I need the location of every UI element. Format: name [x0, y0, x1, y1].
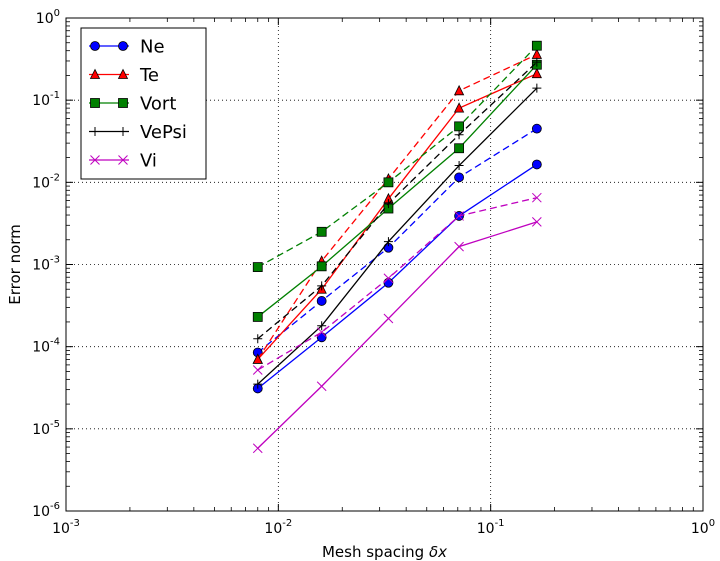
legend-marker-ne — [90, 41, 100, 51]
series-ne-dashed-point — [316, 296, 327, 306]
y-tick-label: 10-1 — [32, 90, 60, 109]
series-vepsi-solid-point — [532, 83, 542, 93]
series-vepsi-dashed-point — [532, 57, 542, 67]
series-vort-solid-point — [252, 312, 263, 322]
series-te-solid-point — [252, 353, 263, 364]
series-vort-dashed-point — [454, 121, 464, 132]
legend: Ne Te Vort VePsi Vi — [80, 27, 207, 180]
legend-marker-vort — [118, 98, 128, 108]
legend-entry-vi: Vi — [89, 151, 157, 172]
legend-marker-vi — [118, 155, 128, 165]
series-vi-dashed-point — [383, 273, 394, 284]
y-tick-label: 10-3 — [32, 255, 60, 274]
series-vepsi-solid-point — [317, 321, 327, 331]
legend-marker-te — [89, 68, 101, 79]
series-vepsi-solid-point — [253, 379, 263, 389]
series-vort-dashed-point — [531, 40, 542, 51]
x-tick-label: 100 — [691, 518, 715, 537]
x-axis-label-text: Mesh spacing — [322, 543, 429, 561]
x-axis-label: Mesh spacing δx — [322, 543, 447, 561]
legend-marker-vi — [90, 155, 100, 165]
series-vi-dashed-point — [454, 211, 464, 221]
y-axis-label: Error norm — [6, 224, 24, 305]
legend-marker-vepsi — [118, 127, 128, 136]
legend-label-ne: Ne — [140, 37, 165, 58]
legend-marker-te — [117, 68, 129, 79]
x-tick-label: 10-3 — [52, 518, 80, 537]
legend-entry-vepsi: VePsi — [89, 122, 187, 143]
ticks — [65, 17, 704, 512]
series-ne-dashed-point — [454, 172, 464, 183]
series-ne-solid-point — [531, 159, 542, 170]
series-vort-solid-point — [454, 143, 464, 154]
x-tick-label: 10-2 — [264, 518, 292, 537]
series-vepsi-dashed-point — [454, 130, 464, 140]
y-tick-label: 100 — [36, 8, 60, 27]
legend-marker-vort — [90, 98, 100, 108]
series-vort-dashed-point — [316, 226, 327, 237]
series-vort-dashed-point — [383, 177, 394, 188]
series-ne-dashed-point — [531, 123, 542, 134]
x-tick-label: 10-1 — [477, 518, 505, 537]
series-te-dashed-point — [453, 84, 465, 96]
series-ne-solid-point — [383, 277, 394, 288]
series-vi-dashed-point — [531, 192, 542, 203]
series-vi-solid-point — [316, 381, 327, 392]
y-tick-label: 10-4 — [32, 337, 60, 356]
legend-label-vort: Vort — [140, 94, 176, 115]
y-tick-label: 10-6 — [32, 501, 60, 520]
legend-entry-vort: Vort — [89, 94, 176, 115]
legend-entry-ne: Ne — [89, 37, 165, 58]
y-tick-label: 10-2 — [32, 172, 60, 191]
series-te-solid-point — [531, 67, 542, 79]
series-ne — [252, 123, 542, 394]
series-vi-dashed-point — [316, 327, 327, 338]
series-vi-dashed-point — [252, 365, 263, 375]
series-vi-solid-point — [252, 443, 263, 454]
legend-label-vi: Vi — [140, 151, 157, 172]
series-vepsi-solid-point — [454, 161, 464, 171]
series-vi-solid-point — [383, 313, 394, 324]
legend-label-vepsi: VePsi — [140, 122, 187, 143]
series-vepsi-dashed-point — [383, 199, 393, 209]
series-te-solid-point — [453, 102, 465, 113]
series-vi-solid-point — [454, 241, 464, 252]
series-vort-dashed-point — [252, 262, 263, 272]
legend-marker-ne — [118, 41, 128, 51]
x-axis-label-symbol: δx — [429, 543, 447, 561]
series-vort-solid-point — [316, 261, 327, 272]
series-vi — [252, 192, 542, 454]
y-tick-label: 10-5 — [32, 419, 60, 438]
legend-marker-vepsi — [90, 127, 100, 136]
legend-entry-te: Te — [89, 65, 159, 86]
series-vepsi-dashed-point — [317, 281, 327, 291]
tick-labels: 10-3 10-2 10-1 100 10-6 10-5 10-4 10-3 10-2 10-1 1… — [32, 8, 715, 537]
legend-label-te: Te — [139, 65, 159, 86]
series-vepsi-dashed-point — [253, 334, 263, 344]
series-vi-solid-point — [531, 217, 542, 227]
series — [252, 40, 542, 454]
series-vepsi-solid-point — [383, 237, 393, 247]
